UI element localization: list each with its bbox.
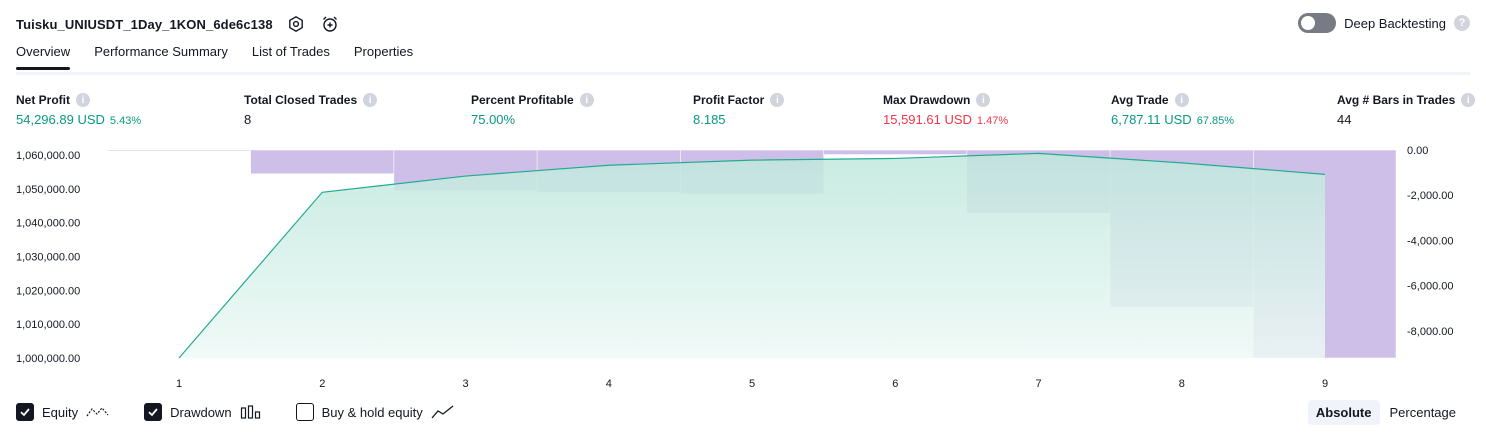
equity-area bbox=[179, 153, 1325, 358]
strategy-name: Tuisku_UNIUSDT_1Day_1KON_6de6c138 bbox=[16, 16, 273, 32]
metric-label: Profit Factor bbox=[693, 93, 765, 107]
x-tick-label: 6 bbox=[892, 378, 898, 390]
drawdown-checkbox[interactable] bbox=[144, 403, 163, 421]
metric-value: 75.00% bbox=[471, 112, 516, 127]
buy-hold-line-icon bbox=[431, 404, 455, 420]
tab-performance-summary[interactable]: Performance Summary bbox=[94, 44, 228, 59]
buy-hold-checkbox[interactable] bbox=[295, 403, 314, 421]
deep-backtesting: Deep Backtesting ? bbox=[1298, 13, 1470, 33]
help-icon[interactable]: ? bbox=[1454, 15, 1470, 31]
info-icon[interactable]: i bbox=[76, 93, 90, 107]
metric-label: Percent Profitable bbox=[471, 93, 574, 107]
metric-value: 44 bbox=[1337, 112, 1352, 127]
info-icon[interactable]: i bbox=[1461, 93, 1476, 107]
toggle-knob bbox=[1301, 16, 1316, 30]
left-tick-label: 1,010,000.00 bbox=[16, 319, 80, 331]
legend-label: Equity bbox=[42, 404, 79, 420]
x-tick-label: 9 bbox=[1322, 378, 1328, 390]
tab-list-of-trades[interactable]: List of Trades bbox=[251, 44, 330, 59]
right-tick-label: -8,000.00 bbox=[1407, 326, 1453, 338]
x-tick-label: 4 bbox=[606, 378, 612, 390]
legend-drawdown[interactable]: Drawdown bbox=[144, 403, 261, 421]
x-tick-label: 1 bbox=[176, 378, 182, 390]
header: Tuisku_UNIUSDT_1Day_1KON_6de6c138 bbox=[16, 10, 341, 38]
right-tick-label: -2,000.00 bbox=[1407, 190, 1453, 202]
metric-percent: 67.85% bbox=[1196, 115, 1235, 127]
drawdown-bars-icon bbox=[240, 404, 262, 420]
info-icon[interactable]: i bbox=[363, 93, 378, 107]
metric-value: 8 bbox=[244, 112, 252, 127]
info-icon[interactable]: i bbox=[770, 93, 785, 107]
metric-value: 8.185 bbox=[693, 112, 726, 127]
right-tick-label: -6,000.00 bbox=[1407, 281, 1453, 293]
left-tick-label: 1,020,000.00 bbox=[16, 285, 80, 297]
left-tick-label: 1,030,000.00 bbox=[16, 252, 80, 264]
deep-backtesting-label[interactable]: Deep Backtesting bbox=[1344, 15, 1446, 31]
metric-label: Max Drawdown bbox=[883, 93, 971, 107]
metric-label: Total Closed Trades bbox=[244, 93, 358, 107]
left-tick-label: 1,050,000.00 bbox=[16, 184, 80, 196]
x-axis: 1 2 3 4 5 6 7 8 9 bbox=[176, 378, 1328, 390]
info-icon[interactable]: i bbox=[1174, 93, 1189, 107]
alarm-clock-plus-icon[interactable] bbox=[319, 13, 341, 35]
legend-label: Drawdown bbox=[170, 404, 232, 420]
tab-divider bbox=[16, 72, 1470, 75]
deep-backtesting-toggle[interactable] bbox=[1298, 13, 1337, 33]
absolute-button[interactable]: Absolute bbox=[1307, 400, 1380, 425]
metric-total-closed-trades: Total Closed Trades i 8 bbox=[244, 93, 378, 127]
metric-label: Net Profit bbox=[16, 93, 70, 107]
x-tick-label: 2 bbox=[319, 378, 325, 390]
scale-toggle: Absolute Percentage bbox=[1307, 400, 1464, 425]
metric-value: 54,296.89 USD bbox=[16, 112, 105, 127]
metric-value: 15,591.61 USD bbox=[883, 112, 972, 127]
left-axis: 1,000,000.00 1,010,000.00 1,020,000.00 1,03… bbox=[16, 150, 80, 365]
right-tick-label: 0.00 bbox=[1407, 145, 1428, 157]
tab-properties[interactable]: Properties bbox=[353, 44, 414, 59]
legend-label: Buy & hold equity bbox=[321, 404, 423, 420]
metric-label: Avg # Bars in Trades bbox=[1337, 93, 1456, 107]
info-icon[interactable]: i bbox=[976, 93, 991, 107]
gear-icon[interactable] bbox=[285, 13, 307, 35]
percentage-button[interactable]: Percentage bbox=[1389, 405, 1457, 420]
drawdown-bar bbox=[107, 149, 251, 152]
metric-max-drawdown: Max Drawdown i 15,591.61 USD 1.47% bbox=[883, 93, 1008, 127]
metric-avg-trade: Avg Trade i 6,787.11 USD 67.85% bbox=[1111, 93, 1234, 127]
metric-percent: 1.47% bbox=[976, 115, 1009, 127]
metric-profit-factor: Profit Factor i 8.185 bbox=[693, 93, 785, 127]
metric-avg-bars: Avg # Bars in Trades i 44 bbox=[1337, 93, 1476, 127]
left-tick-label: 1,060,000.00 bbox=[16, 150, 80, 162]
left-tick-label: 1,040,000.00 bbox=[16, 218, 80, 230]
left-tick-label: 1,000,000.00 bbox=[16, 353, 80, 365]
equity-series bbox=[178, 152, 1326, 359]
x-tick-label: 7 bbox=[1035, 378, 1041, 390]
right-axis: 0.00 -2,000.00 -4,000.00 -6,000.00 -8,000.00 bbox=[1407, 145, 1453, 338]
metric-value: 6,787.11 USD bbox=[1111, 112, 1192, 127]
x-tick-label: 3 bbox=[462, 378, 468, 390]
x-tick-label: 5 bbox=[749, 378, 755, 390]
metric-net-profit: Net Profit i 54,296.89 USD 5.43% bbox=[16, 93, 141, 127]
legend-equity[interactable]: Equity bbox=[16, 403, 110, 421]
chart-legend: Equity Drawdown Buy & hold equity bbox=[16, 403, 489, 421]
metric-percent: 5.43% bbox=[109, 115, 142, 127]
equity-checkbox[interactable] bbox=[16, 403, 34, 421]
x-tick-label: 8 bbox=[1179, 378, 1185, 390]
metric-percent-profitable: Percent Profitable i 75.00% bbox=[471, 93, 594, 127]
metric-label: Avg Trade bbox=[1111, 93, 1169, 107]
tab-bar: Overview Performance Summary List of Tra… bbox=[16, 44, 414, 70]
tab-overview[interactable]: Overview bbox=[16, 44, 71, 70]
legend-buy-hold[interactable]: Buy & hold equity bbox=[295, 403, 455, 421]
equity-line-icon bbox=[86, 404, 110, 420]
info-icon[interactable]: i bbox=[579, 93, 594, 107]
drawdown-bar bbox=[823, 149, 968, 155]
metrics-row: Net Profit i 54,296.89 USD 5.43% Total Clo… bbox=[16, 93, 1476, 129]
right-tick-label: -4,000.00 bbox=[1407, 235, 1453, 247]
equity-chart[interactable]: 1,000,000.00 1,010,000.00 1,020,000.00 1,03… bbox=[0, 140, 1486, 396]
drawdown-bar bbox=[250, 149, 395, 174]
